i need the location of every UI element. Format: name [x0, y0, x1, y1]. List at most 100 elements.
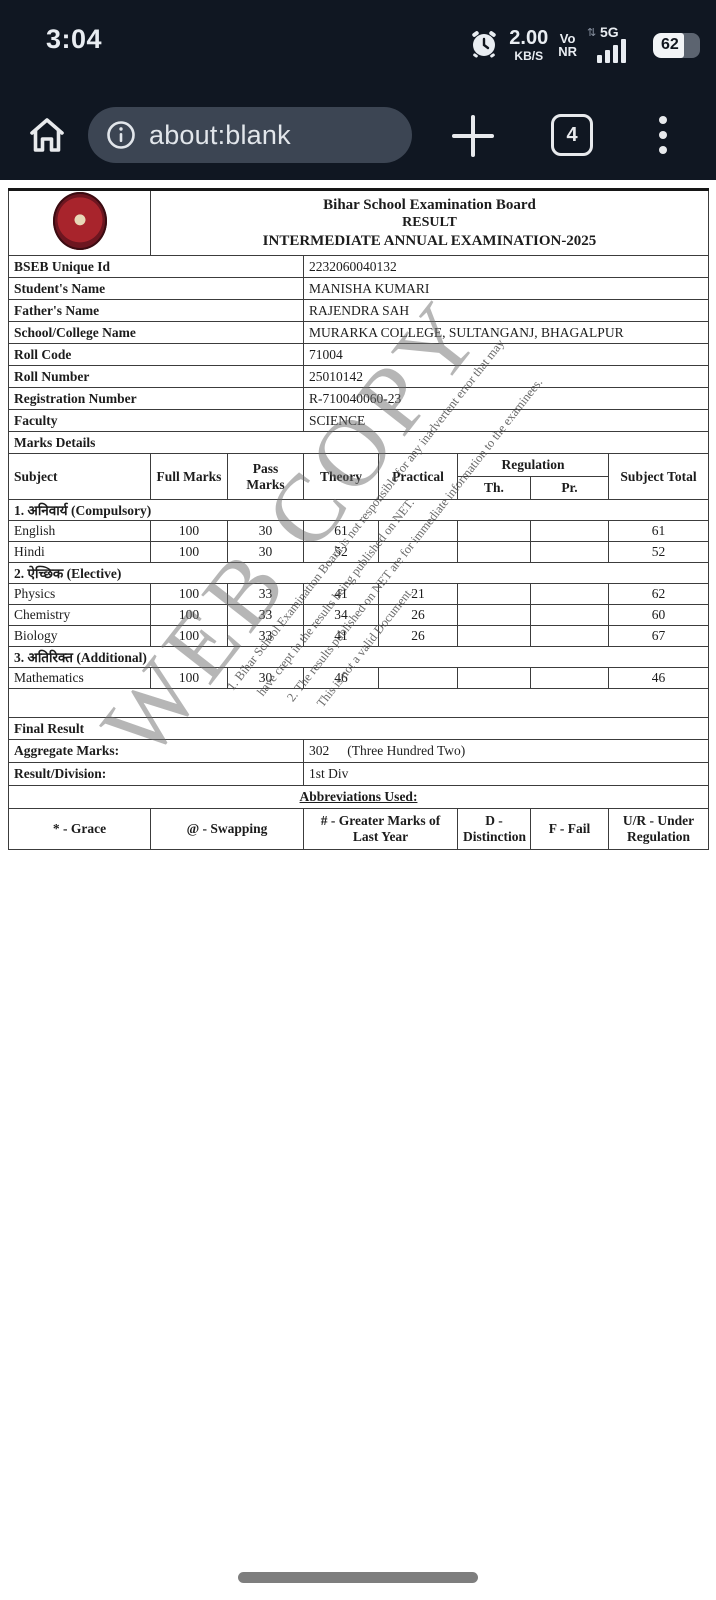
- theory-marks: 52: [303, 541, 379, 563]
- volte-line1: Vo: [559, 31, 576, 46]
- battery-percent: 62: [661, 36, 679, 53]
- signal-bars-icon: [597, 39, 626, 63]
- pass-marks: 30: [227, 520, 304, 542]
- aggregate-row: Aggregate Marks: 302 (Three Hundred Two): [8, 739, 709, 763]
- info-label: Faculty: [8, 409, 304, 432]
- home-button[interactable]: [26, 114, 68, 156]
- abbr-under-regulation: U/R - Under Regulation: [608, 808, 709, 850]
- data-activity-icon: ⇅: [587, 27, 597, 39]
- info-label: School/College Name: [8, 321, 304, 344]
- info-label: Father's Name: [8, 299, 304, 322]
- final-result-label: Final Result: [8, 717, 709, 740]
- page-info-icon[interactable]: [106, 120, 136, 150]
- network-speed-unit: KB/S: [514, 49, 544, 63]
- practical-marks: 21: [378, 583, 458, 605]
- info-row: Student's Name MANISHA KUMARI: [8, 277, 709, 300]
- marks-header-row: Subject Full Marks Pass Marks Theory Pra…: [8, 453, 709, 500]
- regulation-pr: [530, 604, 609, 626]
- status-clock: 3:04: [46, 24, 103, 54]
- spacer-row: [8, 688, 709, 718]
- theory-marks: 34: [303, 604, 379, 626]
- info-label: Registration Number: [8, 387, 304, 410]
- info-row: School/College Name MURARKA COLLEGE, SULT…: [8, 321, 709, 344]
- menu-button[interactable]: [658, 115, 668, 157]
- practical-marks: [378, 520, 458, 542]
- signal-indicator: ⇅ 5G: [587, 24, 643, 66]
- info-label: Student's Name: [8, 277, 304, 300]
- network-speed-value: 2.00: [509, 27, 549, 49]
- info-row: Father's Name RAJENDRA SAH: [8, 299, 709, 322]
- gesture-navigation-handle[interactable]: [238, 1572, 478, 1583]
- regulation-th: [457, 541, 531, 563]
- col-regulation-th: Th.: [457, 476, 531, 500]
- url-bar[interactable]: about:blank: [88, 107, 412, 163]
- regulation-th: [457, 604, 531, 626]
- info-value: 25010142: [303, 365, 709, 388]
- col-pass-marks: Pass Marks: [227, 453, 304, 500]
- marks-details-label: Marks Details: [8, 431, 709, 454]
- practical-marks: [378, 541, 458, 563]
- marks-row: Chemistry 100 33 34 26 60: [8, 604, 709, 626]
- aggregate-label: Aggregate Marks:: [8, 739, 304, 763]
- status-bar: 3:04 2.00 KB/S Vo NR ⇅ 5G: [0, 0, 716, 90]
- pass-marks: 33: [227, 583, 304, 605]
- practical-marks: 26: [378, 604, 458, 626]
- info-label: Roll Number: [8, 365, 304, 388]
- division-row: Result/Division: 1st Div: [8, 762, 709, 786]
- abbreviations-title: Abbreviations Used:: [299, 789, 418, 804]
- subject-total: 52: [608, 541, 709, 563]
- info-value: MANISHA KUMARI: [303, 277, 709, 300]
- new-tab-button[interactable]: [452, 115, 494, 157]
- url-text[interactable]: about:blank: [149, 119, 291, 150]
- board-header-row: Bihar School Examination Board RESULT IN…: [8, 189, 709, 256]
- volte-line2: NR: [558, 44, 577, 59]
- tab-count: 4: [566, 123, 578, 146]
- abbreviations-row: * - Grace @ - Swapping # - Greater Marks…: [8, 808, 709, 850]
- col-regulation-pr: Pr.: [530, 476, 609, 500]
- regulation-th: [457, 583, 531, 605]
- full-marks: 100: [150, 625, 228, 647]
- abbreviations-title-row: Abbreviations Used:: [8, 785, 709, 809]
- result-table: Bihar School Examination Board RESULT IN…: [8, 188, 709, 850]
- subject-name: Biology: [8, 625, 151, 647]
- pass-marks: 30: [227, 541, 304, 563]
- regulation-pr: [530, 667, 609, 689]
- practical-marks: [378, 667, 458, 689]
- section-title: 2. ऐच्छिक (Elective): [8, 562, 709, 584]
- network-speed: 2.00 KB/S: [509, 28, 548, 62]
- theory-marks: 46: [303, 667, 379, 689]
- browser-toolbar: about:blank 4: [0, 90, 716, 180]
- theory-marks: 41: [303, 583, 379, 605]
- col-subject: Subject: [8, 453, 151, 500]
- subject-name: Physics: [8, 583, 151, 605]
- tab-switcher-button[interactable]: 4: [551, 114, 593, 156]
- info-row: Faculty SCIENCE: [8, 409, 709, 432]
- bseb-seal-icon: [52, 192, 107, 250]
- marks-row: Hindi 100 30 52 52: [8, 541, 709, 563]
- regulation-pr: [530, 520, 609, 542]
- col-subject-total: Subject Total: [608, 453, 709, 500]
- aggregate-number: 302: [309, 743, 330, 758]
- abbr-swapping: @ - Swapping: [150, 808, 304, 850]
- battery-fill: [653, 32, 685, 58]
- aggregate-words: (Three Hundred Two): [347, 743, 466, 758]
- subject-total: 67: [608, 625, 709, 647]
- col-practical: Practical: [378, 453, 458, 500]
- result-heading: RESULT: [402, 215, 457, 231]
- info-label: Roll Code: [8, 343, 304, 366]
- section-row: 1. अनिवार्य (Compulsory): [8, 499, 709, 521]
- info-row: Roll Code 71004: [8, 343, 709, 366]
- info-row: Registration Number R-710040060-23: [8, 387, 709, 410]
- practical-marks: 26: [378, 625, 458, 647]
- network-type-label: 5G: [600, 24, 619, 40]
- division-value: 1st Div: [303, 762, 709, 786]
- regulation-th: [457, 667, 531, 689]
- abbr-greater-marks: # - Greater Marks of Last Year: [303, 808, 458, 850]
- battery-icon: 62: [653, 32, 700, 58]
- info-value: SCIENCE: [303, 409, 709, 432]
- division-label: Result/Division:: [8, 762, 304, 786]
- info-row: Roll Number 25010142: [8, 365, 709, 388]
- volte-indicator: Vo NR: [558, 32, 577, 58]
- info-row: BSEB Unique Id 2232060040132: [8, 255, 709, 278]
- exam-name: INTERMEDIATE ANNUAL EXAMINATION-2025: [262, 232, 597, 249]
